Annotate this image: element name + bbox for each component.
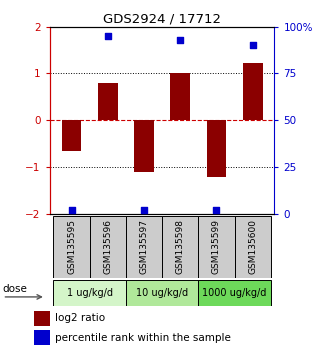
Bar	[62, 120, 82, 151]
Text: GSM135599: GSM135599	[212, 219, 221, 274]
Text: percentile rank within the sample: percentile rank within the sample	[56, 332, 231, 343]
Point	[214, 207, 219, 213]
Bar	[134, 120, 154, 172]
Bar	[170, 74, 190, 120]
Bar	[206, 120, 226, 177]
Bar	[53, 280, 126, 306]
Text: GSM135596: GSM135596	[103, 219, 112, 274]
Point	[69, 207, 74, 213]
Bar	[90, 216, 126, 278]
Bar	[198, 216, 235, 278]
Text: 1 ug/kg/d: 1 ug/kg/d	[67, 288, 113, 298]
Title: GDS2924 / 17712: GDS2924 / 17712	[103, 12, 221, 25]
Text: GSM135595: GSM135595	[67, 219, 76, 274]
Text: dose: dose	[3, 284, 27, 294]
Bar	[34, 330, 49, 345]
Text: GSM135598: GSM135598	[176, 219, 185, 274]
Point	[250, 42, 255, 48]
Text: 10 ug/kg/d: 10 ug/kg/d	[136, 288, 188, 298]
Bar	[162, 216, 198, 278]
Text: log2 ratio: log2 ratio	[56, 313, 106, 323]
Bar	[198, 280, 271, 306]
Bar	[235, 216, 271, 278]
Bar	[53, 216, 90, 278]
Point	[178, 37, 183, 42]
Text: 1000 ug/kg/d: 1000 ug/kg/d	[203, 288, 267, 298]
Bar	[98, 83, 118, 120]
Point	[142, 207, 147, 213]
Bar	[126, 216, 162, 278]
Bar	[243, 63, 263, 120]
Point	[105, 33, 110, 39]
Text: GSM135600: GSM135600	[248, 219, 257, 274]
Bar	[126, 280, 198, 306]
Bar	[34, 311, 49, 326]
Text: GSM135597: GSM135597	[140, 219, 149, 274]
